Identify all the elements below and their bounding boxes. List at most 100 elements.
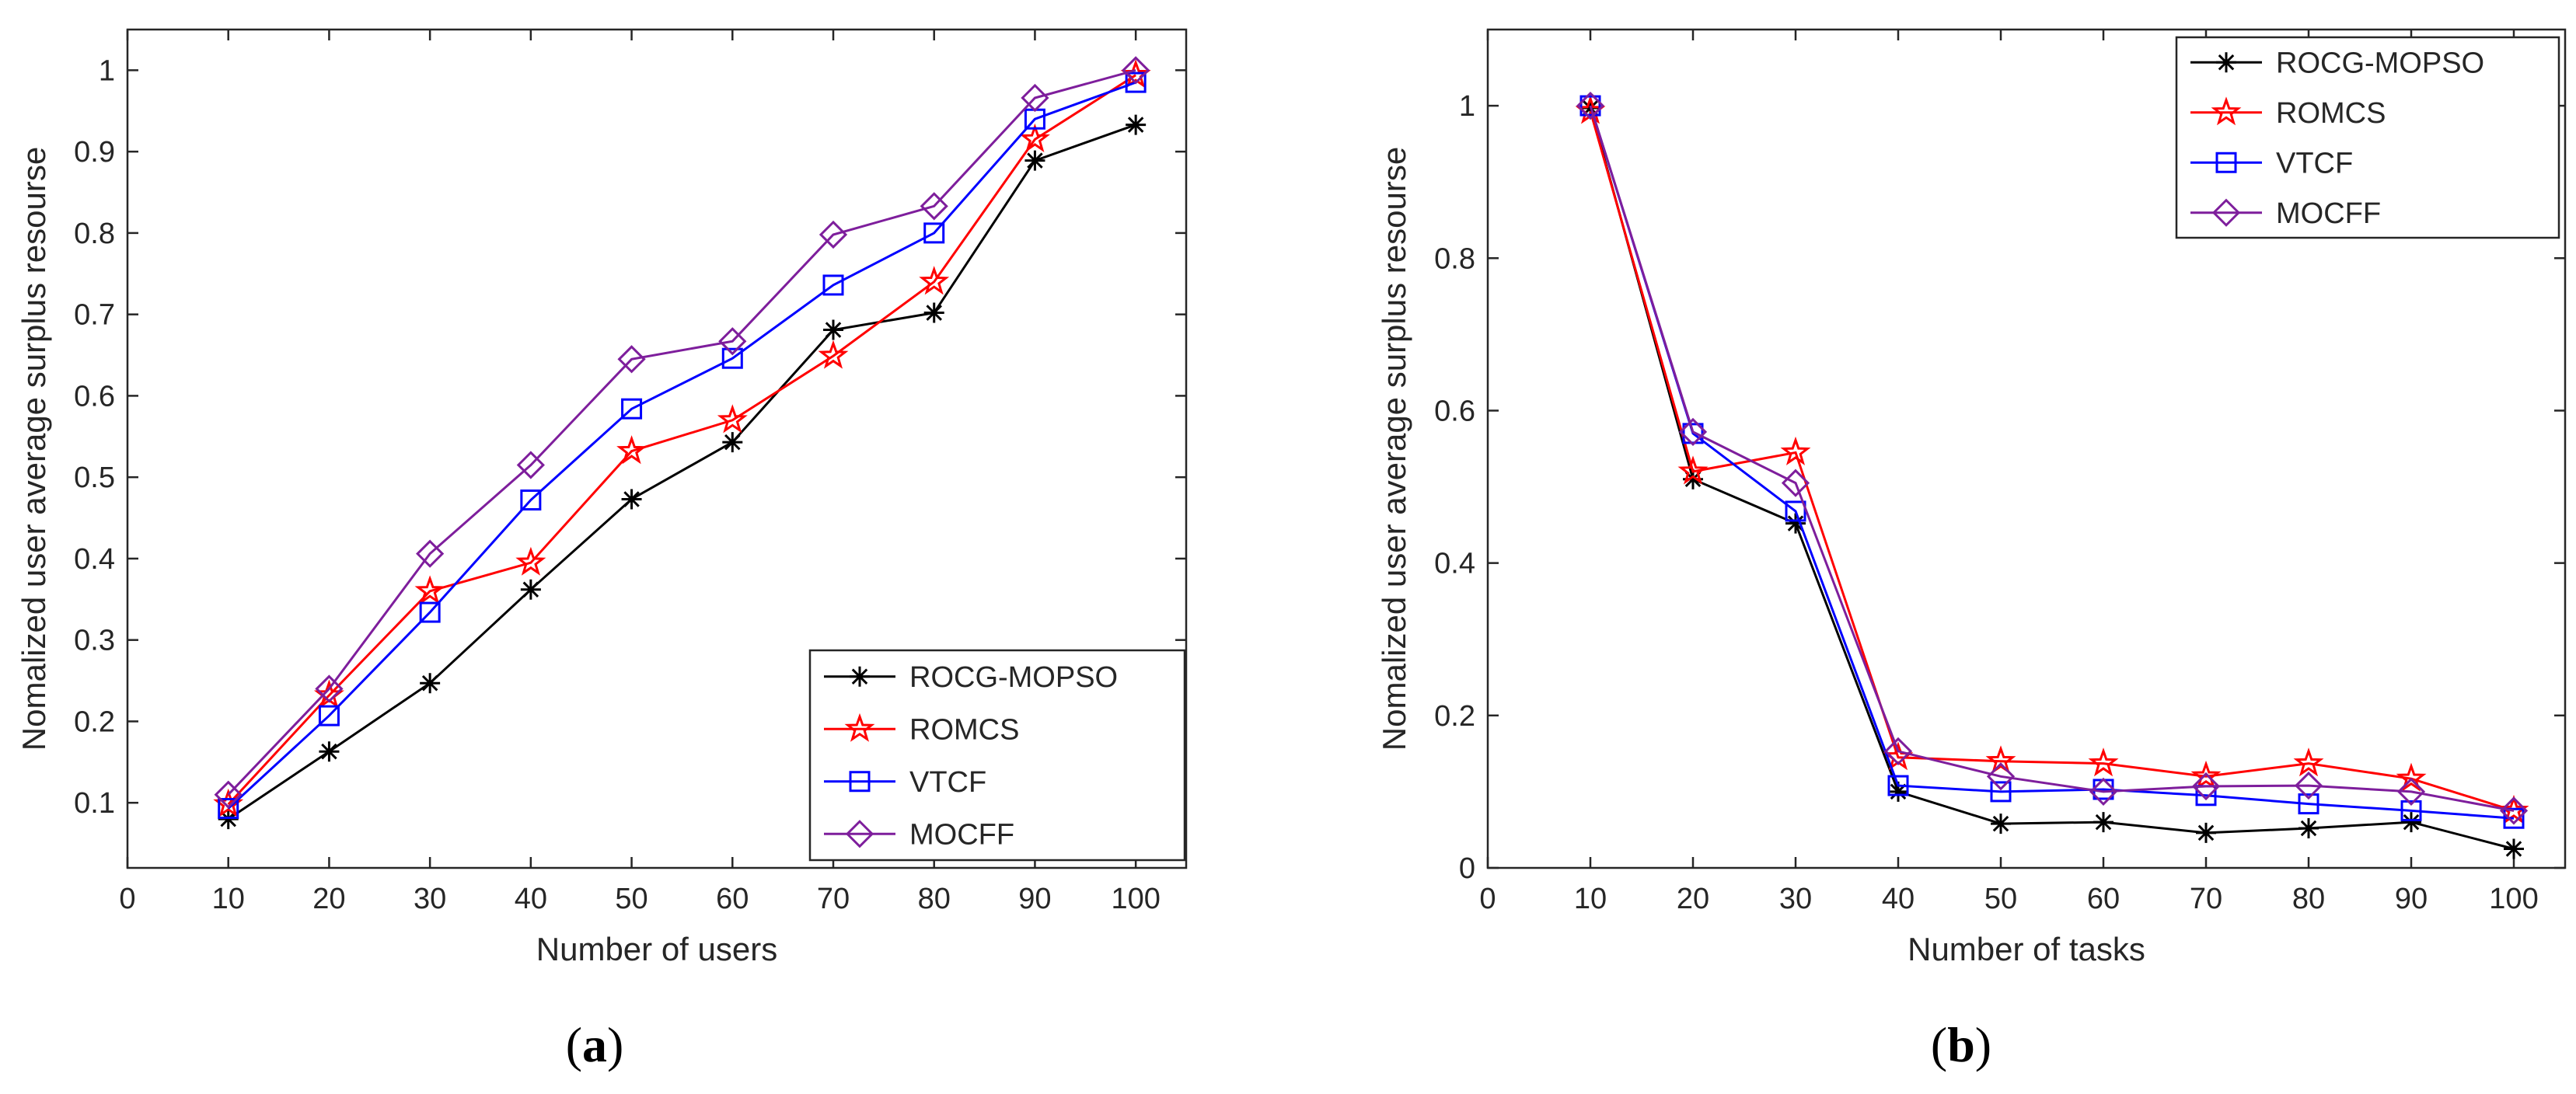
y-tick-label: 0.6: [1434, 395, 1475, 427]
x-tick-label: 30: [414, 883, 446, 915]
data-point-rocg-mopso: [420, 673, 441, 694]
legend-label-mocff: MOCFF: [909, 818, 1014, 851]
data-point-mocff: [416, 539, 445, 568]
x-tick-label: 100: [2489, 883, 2538, 915]
x-axis-label: Number of tasks: [1908, 931, 2145, 967]
data-point-rocg-mopso: [2093, 812, 2114, 833]
series-line-vtcf: [1589, 105, 2515, 820]
data-point-mocff: [1883, 737, 1913, 766]
data-point-rocg-mopso: [2504, 838, 2524, 859]
data-point-mocff: [920, 192, 948, 221]
y-tick-label: 0.3: [74, 625, 115, 657]
legend: ROCG-MOPSO ROMCS VTCF MOCFF: [808, 649, 1186, 862]
data-point-romcs: [1985, 745, 2016, 775]
series-line-mocff: [1589, 105, 2515, 812]
x-tick-label: 100: [1111, 883, 1160, 915]
x-tick-label: 20: [1677, 883, 1709, 915]
data-point-vtcf: [2298, 793, 2319, 815]
y-tick-label: 1: [1459, 90, 1475, 123]
data-point-vtcf: [318, 705, 340, 726]
data-point-rocg-mopso: [621, 489, 642, 510]
series-line-romcs: [1589, 110, 2515, 812]
legend-marker-mocff: [2211, 198, 2241, 227]
data-point-rocg-mopso: [1888, 781, 1908, 802]
x-tick-label: 40: [1882, 883, 1915, 915]
data-point-vtcf: [2400, 800, 2422, 821]
data-point-vtcf: [218, 798, 239, 820]
data-point-vtcf: [1125, 71, 1147, 93]
series-line-rocg-mopso: [227, 124, 1136, 820]
legend-label-romcs: ROMCS: [2276, 97, 2386, 130]
data-point-romcs: [515, 546, 546, 576]
x-tick-label: 30: [1779, 883, 1812, 915]
data-point-romcs: [1677, 455, 1709, 485]
data-point-romcs: [717, 404, 748, 434]
x-tick-label: 40: [515, 883, 547, 915]
y-tick-label: 0.1: [74, 787, 115, 820]
x-tick-label: 70: [2190, 883, 2222, 915]
y-tick-label: 0.8: [1434, 242, 1475, 275]
series-line-mocff: [227, 68, 1136, 796]
data-point-vtcf: [1990, 781, 2012, 803]
data-point-vtcf: [419, 601, 441, 623]
data-point-rocg-mopso: [1024, 150, 1045, 171]
data-point-mocff: [2089, 777, 2118, 807]
y-tick-label: 0.7: [74, 299, 115, 332]
series-line-rocg-mopso: [1589, 107, 2515, 850]
x-tick-label: 10: [1574, 883, 1607, 915]
series-mocff: [1576, 91, 2529, 825]
data-point-vtcf: [1887, 775, 1909, 796]
data-point-mocff: [617, 345, 646, 374]
data-point-rocg-mopso: [2299, 817, 2319, 838]
y-axis-label: Nomalized user average surplus resourse: [1376, 147, 1412, 751]
data-point-romcs: [919, 266, 950, 295]
data-point-rocg-mopso: [2196, 822, 2216, 843]
legend-label-vtcf: VTCF: [2276, 147, 2353, 179]
x-tick-label: 70: [817, 883, 850, 915]
data-point-mocff: [819, 220, 848, 249]
data-point-mocff: [1678, 417, 1708, 447]
chart-panel-b: 0 10 20 30 40 50 60 70 80 90 100 0 0.2 0.4 0.6 0.8 1 Numb…: [1376, 28, 2567, 967]
legend-label-mocff: MOCFF: [2276, 197, 2381, 230]
data-point-romcs: [1019, 123, 1050, 153]
x-tick-label: 50: [615, 883, 647, 915]
panel-label-a: (a): [566, 1017, 624, 1072]
data-point-mocff: [214, 780, 243, 809]
x-tick-label: 60: [2087, 883, 2120, 915]
y-tick-label: 0.2: [74, 706, 115, 738]
data-point-romcs: [2293, 747, 2324, 777]
data-point-rocg-mopso: [1683, 469, 1703, 490]
series-line-romcs: [227, 74, 1136, 806]
data-point-vtcf: [520, 489, 542, 510]
data-point-rocg-mopso: [218, 809, 239, 830]
legend-label-vtcf: VTCF: [909, 766, 986, 799]
legend-marker-vtcf: [849, 771, 871, 793]
data-point-vtcf: [621, 398, 643, 420]
legend-marker-romcs: [844, 712, 875, 742]
data-point-vtcf: [1785, 500, 1806, 522]
x-tick-label: 80: [2292, 883, 2325, 915]
data-point-mocff: [1781, 469, 1810, 497]
x-tick-label: 60: [716, 883, 749, 915]
x-tick-label: 0: [1479, 883, 1496, 915]
legend-label-rocg-mopso: ROCG-MOPSO: [2276, 47, 2484, 79]
data-point-rocg-mopso: [923, 302, 944, 323]
data-point-mocff: [2294, 771, 2323, 800]
y-tick-label: 1: [99, 54, 115, 87]
data-point-mocff: [1021, 83, 1049, 113]
y-tick-label: 0.4: [1434, 548, 1475, 580]
data-point-romcs: [2396, 762, 2427, 792]
y-axis-label: Nomalized user average surplus resourse: [16, 147, 52, 751]
data-point-mocff: [516, 451, 545, 479]
data-point-vtcf: [1579, 95, 1601, 117]
legend-marker-rocg-mopso: [850, 666, 870, 687]
series-mocff: [214, 56, 1150, 809]
x-tick-label: 0: [119, 883, 135, 915]
data-point-rocg-mopso: [2401, 812, 2421, 833]
y-tick-label: 0.6: [74, 380, 115, 413]
series-rocg-mopso: [218, 114, 1147, 830]
legend-marker-vtcf: [2215, 152, 2237, 173]
x-tick-label: 90: [1018, 883, 1051, 915]
data-point-romcs: [818, 340, 849, 369]
panel-label-b: (b): [1931, 1017, 1991, 1072]
